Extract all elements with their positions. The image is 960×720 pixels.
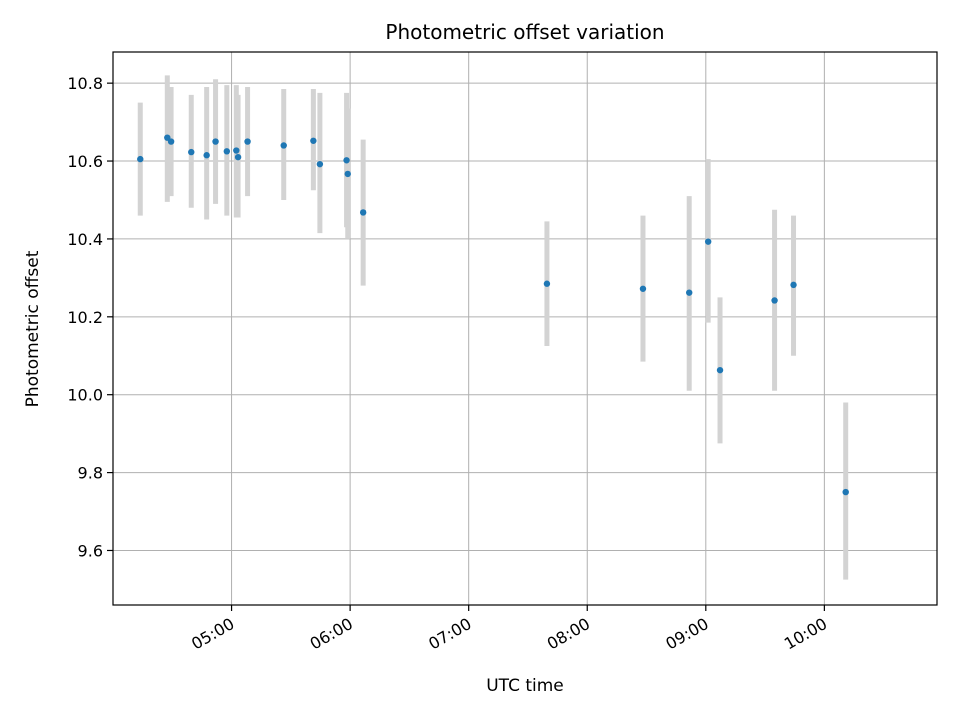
data-point xyxy=(716,366,724,374)
x-tick-label: 09:00 xyxy=(662,614,711,654)
y-tick-label: 9.8 xyxy=(78,464,103,483)
data-point xyxy=(359,209,367,216)
y-axis-label: Photometric offset xyxy=(23,250,43,407)
data-point xyxy=(790,281,797,289)
x-tick-label: 07:00 xyxy=(425,614,474,654)
error-bars xyxy=(137,75,849,580)
chart-title: Photometric offset variation xyxy=(385,20,664,44)
data-point xyxy=(188,148,195,156)
data-point xyxy=(212,138,219,145)
data-point xyxy=(639,285,647,292)
data-point xyxy=(543,280,551,287)
y-tick-label: 10.2 xyxy=(67,308,103,327)
data-point xyxy=(842,488,849,496)
data-point xyxy=(344,170,351,178)
y-tick-label: 10.6 xyxy=(67,152,103,171)
data-point xyxy=(137,155,144,163)
data-point xyxy=(280,142,287,149)
y-tick-label: 10.4 xyxy=(67,230,103,249)
data-point xyxy=(233,147,240,154)
plot-frame xyxy=(112,51,938,606)
data-point xyxy=(167,138,175,145)
grid xyxy=(113,52,937,605)
x-axis-ticks: 05:00 06:00 07:00 08:00 09:00 10:00 xyxy=(188,605,830,654)
y-tick-label: 10.8 xyxy=(67,74,103,93)
x-axis-label: UTC time xyxy=(486,676,564,696)
data-points xyxy=(137,134,849,496)
data-point xyxy=(203,152,210,159)
x-tick-label: 08:00 xyxy=(544,614,593,654)
y-tick-label: 10.0 xyxy=(67,386,103,405)
data-point xyxy=(244,138,251,145)
y-axis-ticks: 9.6 9.8 10.0 10.2 10.4 10.6 10.8 xyxy=(67,74,113,560)
x-tick-label: 05:00 xyxy=(188,614,237,654)
data-point xyxy=(704,238,712,245)
data-point xyxy=(686,289,693,296)
y-tick-label: 9.6 xyxy=(78,541,103,560)
data-point xyxy=(223,148,231,155)
data-point xyxy=(234,153,242,161)
data-point xyxy=(316,160,324,168)
data-point xyxy=(310,137,317,144)
x-tick-label: 06:00 xyxy=(307,614,356,654)
x-tick-label: 10:00 xyxy=(781,614,830,654)
data-point xyxy=(343,157,350,164)
data-point xyxy=(771,297,778,304)
